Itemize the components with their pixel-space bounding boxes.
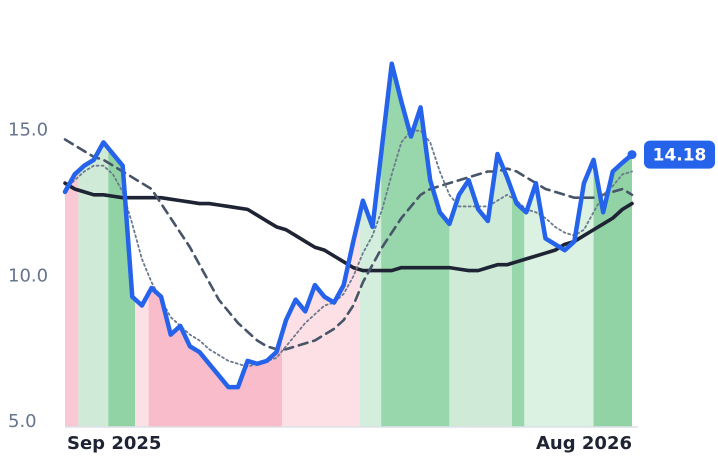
regime-band [65,63,79,427]
last-value-label: 14.18 [653,146,707,166]
regime-band [511,63,525,427]
series-line [63,138,634,351]
x-tick-label: Aug 2026 [536,433,632,454]
series-line [62,61,635,390]
regime-band [135,63,149,427]
regime-band [148,63,283,427]
y-tick-label: 15.0 [8,120,48,141]
band-group [65,63,632,427]
regime-band [449,63,512,427]
regime-band [524,63,594,427]
regime-band [108,63,136,427]
regime-band [282,63,361,427]
last-value-pill [644,140,715,169]
x-tick-label: Sep 2025 [67,433,161,454]
regime-band [78,63,109,427]
regime-band [593,63,632,427]
y-tick-label: 5.0 [8,411,37,432]
y-tick-label: 10.0 [8,265,48,286]
last-point [627,150,637,160]
